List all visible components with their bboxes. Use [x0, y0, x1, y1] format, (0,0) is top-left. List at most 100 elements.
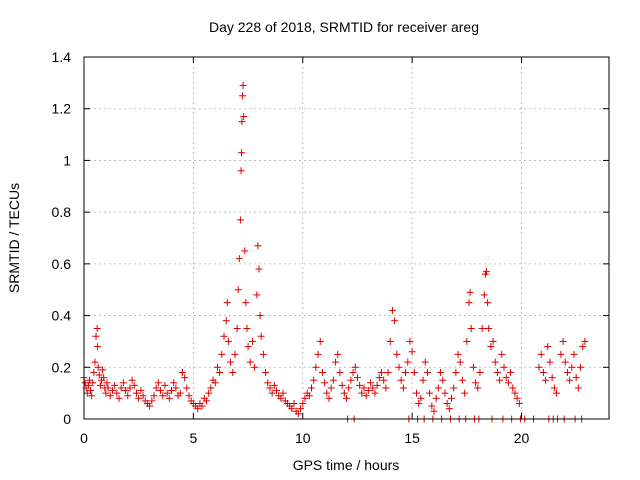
data-point: [373, 381, 381, 389]
data-point: [270, 381, 278, 389]
data-point: [106, 392, 114, 400]
data-point: [148, 397, 156, 405]
data-point: [345, 384, 353, 392]
data-point: [452, 368, 460, 376]
data-point: [461, 389, 469, 397]
data-point: [183, 384, 191, 392]
data-point: [91, 358, 99, 366]
data-point: [489, 337, 497, 345]
data-point: [264, 379, 272, 387]
y-tick-label: 0.4: [52, 308, 72, 324]
data-point: [246, 358, 254, 366]
data-point: [99, 366, 107, 374]
data-point: [102, 389, 110, 397]
data-point: [356, 381, 364, 389]
data-point: [467, 325, 475, 332]
data-point: [434, 384, 442, 392]
data-point: [393, 350, 401, 358]
data-point: [238, 118, 246, 126]
data-point: [325, 394, 333, 402]
data-point: [441, 389, 449, 397]
data-point: [146, 402, 154, 410]
data-point: [550, 384, 558, 392]
data-point: [572, 374, 580, 382]
data-point: [178, 368, 186, 376]
data-point: [546, 358, 554, 366]
data-point: [172, 384, 180, 392]
data-point: [103, 379, 111, 387]
data-point: [491, 358, 499, 366]
data-point: [299, 399, 307, 407]
data-point: [329, 376, 337, 384]
x-tick-label: 5: [189, 430, 197, 446]
data-point: [92, 332, 100, 340]
data-point: [371, 389, 379, 397]
data-point: [181, 374, 189, 382]
data-point: [557, 350, 565, 358]
data-point: [150, 392, 158, 400]
data-point: [426, 389, 434, 397]
data-point: [222, 317, 230, 325]
data-point: [448, 394, 455, 402]
data-point: [233, 325, 241, 332]
data-point: [122, 387, 130, 395]
data-point: [236, 216, 244, 224]
data-point: [163, 389, 171, 397]
x-tick-label: 10: [295, 430, 311, 446]
data-point: [168, 387, 175, 395]
data-point: [254, 242, 262, 250]
data-point: [408, 348, 416, 356]
data-point: [364, 387, 372, 395]
data-point: [119, 379, 127, 387]
data-point: [382, 384, 390, 392]
data-point: [154, 379, 162, 387]
data-point: [463, 337, 471, 345]
y-tick-label: 0.6: [52, 256, 72, 272]
data-point: [535, 363, 543, 371]
data-point: [115, 394, 123, 402]
data-point: [251, 363, 259, 371]
x-tick-label: 0: [80, 430, 88, 446]
data-point: [239, 92, 247, 100]
data-point: [515, 399, 523, 407]
data-point: [223, 299, 231, 307]
data-point: [237, 167, 245, 175]
data-point: [485, 325, 493, 332]
data-point: [96, 381, 104, 389]
data-point: [176, 389, 184, 397]
data-point: [316, 337, 324, 345]
data-point: [244, 343, 252, 351]
data-point: [476, 368, 484, 376]
data-point: [417, 394, 425, 402]
data-point: [559, 337, 567, 345]
data-point: [469, 363, 477, 371]
data-point: [574, 384, 582, 392]
data-point: [480, 291, 488, 299]
data-point: [90, 368, 98, 376]
data-point: [498, 350, 506, 358]
data-point: [402, 368, 410, 376]
data-point: [568, 363, 576, 371]
data-point: [203, 397, 210, 405]
data-point: [500, 363, 508, 371]
gridlines: [84, 57, 609, 419]
data-point: [413, 389, 420, 397]
data-point: [563, 368, 571, 376]
data-point: [561, 358, 569, 366]
data-point: [305, 392, 313, 400]
data-point: [570, 350, 578, 358]
data-point: [445, 405, 453, 413]
data-point: [404, 358, 412, 366]
data-point: [367, 379, 375, 387]
data-point: [220, 332, 228, 340]
plot-frame: [83, 56, 610, 420]
data-point: [139, 392, 147, 400]
data-point: [437, 368, 445, 376]
y-axis-title: SRMTID / TECUs: [6, 183, 22, 293]
data-point: [399, 384, 407, 392]
data-point: [388, 306, 396, 314]
data-point: [542, 376, 550, 384]
x-tick-label: 20: [514, 430, 530, 446]
data-point: [87, 387, 95, 395]
data-point: [548, 374, 556, 382]
